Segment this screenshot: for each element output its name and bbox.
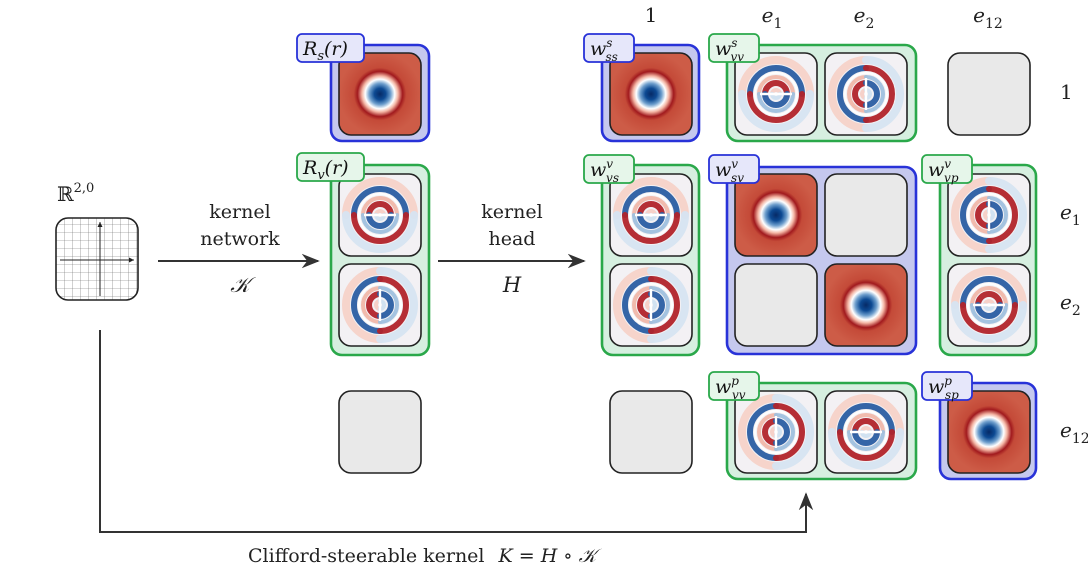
- tile-e12-1: [609, 390, 693, 474]
- tag-w-vp-v: wv vp: [921, 154, 973, 185]
- composition-connector: Clifford-steerable kernel K = H ∘ 𝒦: [99, 330, 814, 567]
- tile-e1-e2: [824, 173, 908, 257]
- input-space-label: ℝ2,0: [57, 181, 94, 206]
- kernel-network-line1: kernel: [209, 201, 270, 223]
- tile-Rv-e1: [338, 173, 422, 257]
- tag-Rv: Rv(r): [296, 152, 365, 183]
- row-header-e12: e12: [1060, 418, 1088, 447]
- input-space: ℝ2,0: [55, 181, 139, 301]
- tile-1-1: [609, 52, 693, 136]
- tile-Rv-e2: [338, 263, 422, 347]
- tile-e12-e2: [824, 390, 908, 474]
- tile-e2-e2: [824, 263, 908, 347]
- kernel-tiles: [338, 52, 1031, 474]
- tag-w-ss-s: ws ss: [583, 33, 635, 64]
- kernel-head-symbol: H: [502, 273, 522, 297]
- tile-e1-e12: [947, 173, 1031, 257]
- kernel-network-line2: network: [200, 228, 280, 250]
- tile-e1-e1: [734, 173, 818, 257]
- row-header-e2: e2: [1060, 290, 1081, 319]
- bottom-caption: Clifford-steerable kernel K = H ∘ 𝒦: [248, 545, 603, 567]
- kernel-network-symbol: 𝒦: [230, 273, 256, 297]
- tile-e12-e1: [734, 390, 818, 474]
- input-grid: [55, 217, 139, 301]
- kernel-head-line2: head: [489, 228, 536, 250]
- kernel-head-line1: kernel: [481, 201, 542, 223]
- tag-w-vv-s: ws vv: [708, 33, 760, 64]
- tile-1-e2: [824, 52, 908, 136]
- column-header-e12: e12: [973, 3, 1003, 32]
- kernel-network-arrow: kernel network 𝒦: [158, 201, 320, 297]
- tile-e12-e12: [947, 390, 1031, 474]
- tag-Rs: Rs(r): [296, 33, 365, 64]
- column-header-e1: e1: [762, 3, 783, 32]
- group-tags: Rs(r) Rv(r) ws ss ws vv wv vs wv sv wv vp wp vv wp sp: [296, 33, 973, 402]
- column-header-e2: e2: [854, 3, 875, 32]
- tile-R-e12: [338, 390, 422, 474]
- tile-Rs: [338, 52, 422, 136]
- svg-text:Rv(r): Rv(r): [302, 157, 349, 183]
- column-header-1: 1: [645, 3, 658, 27]
- tile-e2-1: [609, 263, 693, 347]
- row-header-1: 1: [1060, 80, 1073, 104]
- row-headers: 1 e1 e2 e12: [1060, 80, 1088, 447]
- tag-w-sv-v: wv sv: [708, 154, 760, 185]
- row-header-e1: e1: [1060, 200, 1081, 229]
- tile-e2-e1: [734, 263, 818, 347]
- svg-text:Rs(r): Rs(r): [302, 38, 348, 64]
- tile-1-e1: [734, 52, 818, 136]
- kernel-head-arrow: kernel head H: [438, 201, 586, 297]
- tag-w-vv-p: wp vv: [708, 371, 760, 402]
- tile-e1-1: [609, 173, 693, 257]
- tag-w-sp-p: wp sp: [921, 371, 973, 402]
- tile-e2-e12: [947, 263, 1031, 347]
- tile-1-e12: [947, 52, 1031, 136]
- tag-w-vs-v: wv vs: [583, 154, 635, 185]
- column-headers: 1 e1 e2 e12: [645, 3, 1003, 32]
